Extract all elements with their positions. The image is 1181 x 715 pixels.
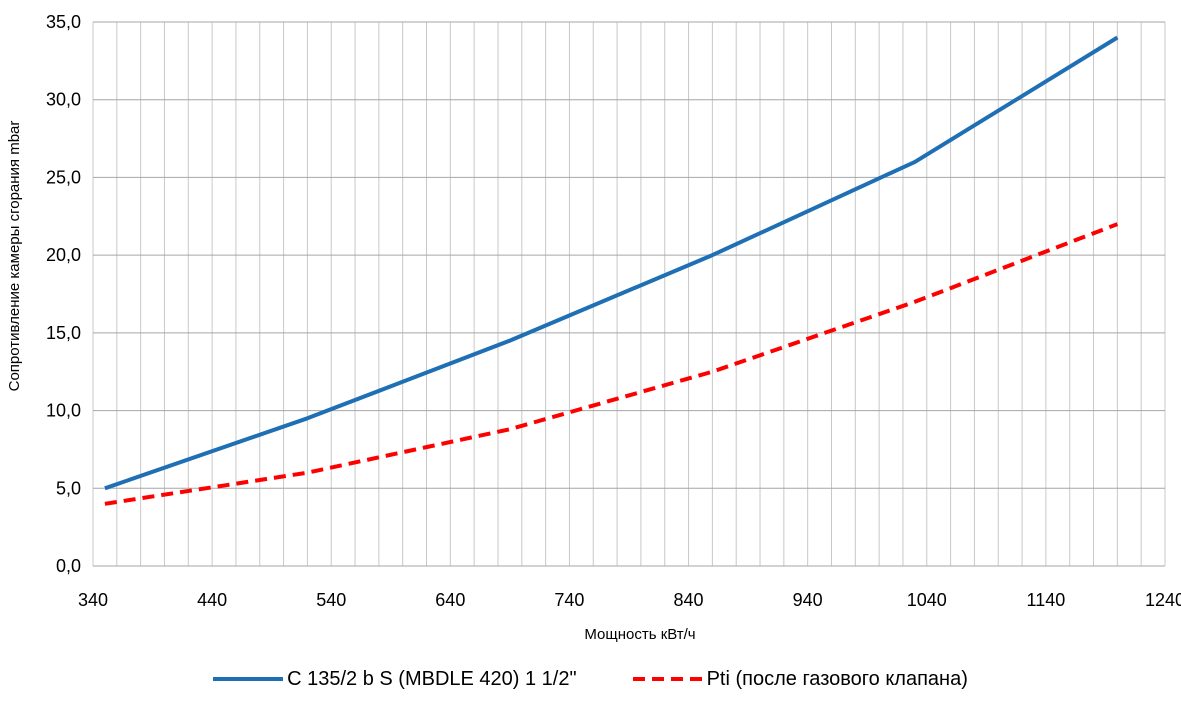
x-tick-label: 1240 [1145,590,1181,610]
x-tick-label: 640 [435,590,465,610]
series-line-2 [104,222,1119,506]
legend-entry-series-1: C 135/2 b S (MBDLE 420) 1 1/2" [213,667,577,691]
y-tick-label: 0,0 [56,556,81,576]
legend: C 135/2 b S (MBDLE 420) 1 1/2" Pti (посл… [0,662,1181,696]
legend-swatch-solid-blue [213,677,284,681]
x-axis-title: Мощность кВт/ч [584,626,695,643]
series-line-1 [104,35,1119,491]
y-tick-label: 10,0 [46,401,81,421]
grid-lines [92,21,1166,567]
x-tick-label: 1040 [907,590,947,610]
y-tick-label: 15,0 [46,323,81,343]
legend-label-series-2: Pti (после газового клапана) [706,667,968,690]
y-tick-label: 5,0 [56,478,81,498]
legend-swatch-dashed-red [632,677,703,681]
x-tick-label: 840 [674,590,704,610]
x-tick-label: 540 [316,590,346,610]
x-tick-label: 340 [78,590,108,610]
y-tick-label: 30,0 [46,90,81,110]
data-series [104,35,1119,506]
y-axis-title: Сопротивление камеры сгорания mbar [6,121,23,392]
x-tick-label: 1140 [1027,590,1066,610]
legend-label-series-1: C 135/2 b S (MBDLE 420) 1 1/2" [287,667,577,690]
x-tick-label: 940 [793,590,823,610]
x-tick-label: 740 [554,590,584,610]
y-tick-label: 25,0 [46,167,81,187]
x-tick-labels: 340 440 540 640 740 840 940 1040 1140 1240 [78,590,1181,610]
line-chart: 340 440 540 640 740 840 940 1040 1140 1240 0,0 5,0… [6,12,1181,643]
legend-entry-series-2: Pti (после газового клапана) [632,667,968,691]
y-tick-label: 35,0 [46,12,81,32]
y-tick-labels: 0,0 5,0 10,0 15,0 20,0 25,0 30,0 35,0 [46,12,81,576]
x-tick-label: 440 [197,590,227,610]
y-tick-label: 20,0 [46,245,81,265]
